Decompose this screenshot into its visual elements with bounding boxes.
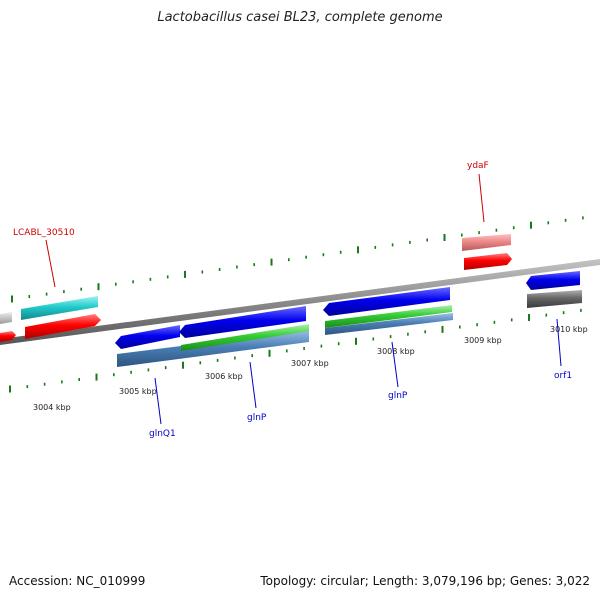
- gene-feature-glnP2-blue: [323, 287, 450, 316]
- gene-feature-glnP1-green: [181, 324, 309, 351]
- genome-summary-text: Topology: circular; Length: 3,079,196 bp…: [260, 574, 590, 588]
- gene-feature-glnQ1-blue: [115, 325, 180, 349]
- ruler-label: 3010 kbp: [550, 325, 588, 334]
- gene-feature-orf1-blue: [526, 271, 580, 290]
- gene-feature-glnP2-steel: [325, 313, 453, 335]
- gene-feature-lcabl-cyan: [21, 296, 98, 320]
- ruler-label: 3007 kbp: [291, 359, 329, 368]
- outer-tick-marks: [11, 216, 584, 303]
- gene-label-ydaf: ydaF: [467, 161, 489, 171]
- gene-feature-lcabl-red: [25, 314, 101, 339]
- ruler-label: 3009 kbp: [464, 336, 502, 345]
- gene-label-glnp: glnP: [388, 391, 408, 401]
- gene-label-leader: [391, 341, 399, 388]
- gene-label-glnq1: glnQ1: [149, 429, 176, 439]
- gene-feature-glnP2-green: [325, 305, 452, 328]
- gene-feature-glnP1-blue: [179, 306, 306, 338]
- inner-tick-marks: [9, 308, 582, 393]
- gene-feature-ydaF-red: [464, 253, 512, 270]
- gene-label-orf1: orf1: [554, 371, 572, 381]
- gene-feature-glnQ1-steel: [117, 330, 309, 367]
- gene-feature-red: [0, 331, 16, 342]
- ruler-label: 3005 kbp: [119, 387, 157, 396]
- ruler-label: 3004 kbp: [33, 403, 71, 412]
- gene-label-leader: [556, 318, 562, 367]
- page-title: Lactobacillus casei BL23, complete genom…: [157, 10, 443, 25]
- gene-feature-ydaF-pink: [462, 234, 511, 251]
- gene-label-lcabl-30510: LCABL_30510: [13, 228, 75, 238]
- gene-feature-light: [0, 312, 12, 324]
- gene-label-leader: [154, 377, 162, 425]
- gene-label-leader: [45, 239, 56, 288]
- gene-label-glnp: glnP: [247, 413, 267, 423]
- gene-feature-orf1-gray: [527, 290, 582, 308]
- ruler-label: 3008 kbp: [377, 347, 415, 356]
- genome-backbone: [0, 259, 600, 345]
- accession-text: Accession: NC_010999: [9, 574, 146, 588]
- gene-label-leader: [478, 173, 485, 223]
- ruler-label: 3006 kbp: [205, 372, 243, 381]
- gene-label-leader: [249, 361, 257, 409]
